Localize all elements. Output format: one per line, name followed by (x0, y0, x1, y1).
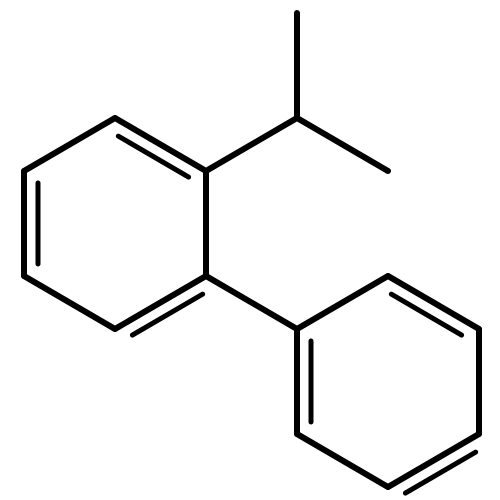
bond (297, 118, 388, 171)
bond (206, 276, 297, 329)
bond (297, 434, 388, 487)
molecule-diagram (0, 0, 500, 500)
bond (297, 276, 388, 329)
bond (24, 276, 115, 329)
bond (24, 118, 115, 171)
bond (206, 118, 297, 171)
